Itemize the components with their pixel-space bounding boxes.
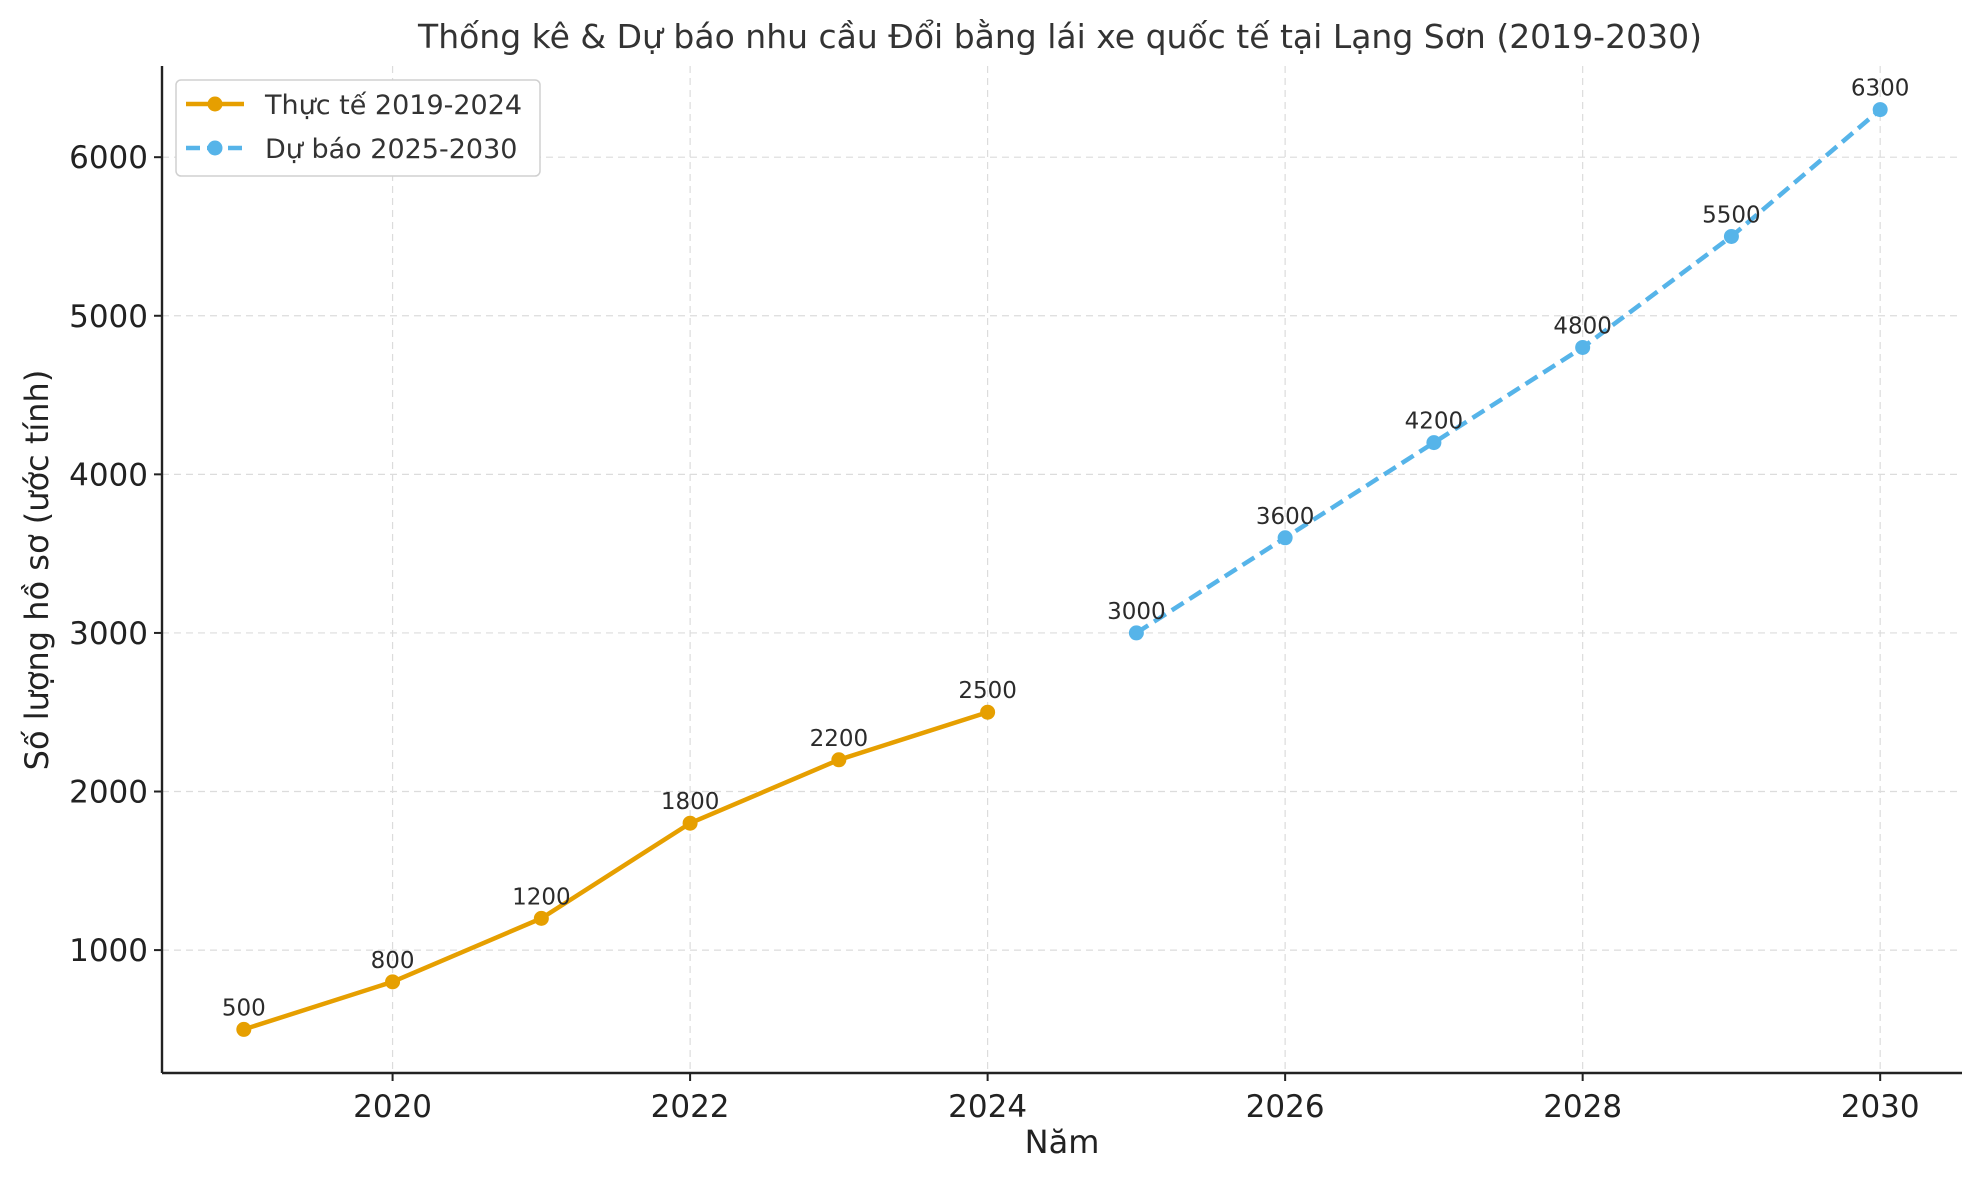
data-point <box>236 1021 252 1037</box>
x-tick-label: 2030 <box>1841 1089 1920 1125</box>
data-label: 1800 <box>661 789 720 815</box>
x-axis-label: Năm <box>1025 1123 1100 1161</box>
data-label: 4200 <box>1405 409 1464 435</box>
data-labels: 500 800 1200 1800 2200 2500 3000 3600 4200 4800 55… <box>222 76 1910 1022</box>
y-ticks: 1000 2000 3000 4000 5000 6000 <box>69 140 162 969</box>
series-line-0 <box>243 710 989 1032</box>
y-axis-label: Số lượng hồ sơ (ước tính) <box>18 370 56 771</box>
data-label: 2200 <box>810 726 869 752</box>
y-tick-label: 2000 <box>69 775 148 811</box>
grid <box>162 66 1962 1073</box>
y-tick-label: 1000 <box>69 933 148 969</box>
data-label: 4800 <box>1553 313 1612 339</box>
y-tick-label: 6000 <box>69 140 148 176</box>
x-tick-label: 2028 <box>1543 1089 1622 1125</box>
x-tick-label: 2024 <box>948 1089 1027 1125</box>
data-point <box>831 752 847 768</box>
legend-label-forecast: Dự báo 2025-2030 <box>265 134 517 165</box>
data-label: 1200 <box>512 884 571 910</box>
data-point <box>1575 339 1591 355</box>
chart-title: Thống kê & Dự báo nhu cầu Đổi bằng lái x… <box>417 17 1702 56</box>
y-tick-label: 5000 <box>69 299 148 335</box>
data-label: 6300 <box>1851 76 1910 102</box>
data-label: 3000 <box>1107 599 1166 625</box>
data-point <box>1872 102 1888 118</box>
data-point <box>1426 435 1442 451</box>
data-label: 5500 <box>1702 202 1761 228</box>
x-tick-label: 2026 <box>1246 1089 1325 1125</box>
data-point <box>1723 228 1739 244</box>
series-line-1 <box>1135 107 1882 635</box>
data-point <box>1277 530 1293 546</box>
data-point <box>682 815 698 831</box>
x-ticks: 2020 2022 2024 2026 2028 2030 <box>353 1073 1920 1125</box>
legend-label-actual: Thực tế 2019-2024 <box>264 90 522 121</box>
data-point <box>980 704 996 720</box>
x-tick-label: 2022 <box>651 1089 730 1125</box>
legend-marker-actual <box>207 96 223 112</box>
y-tick-label: 3000 <box>69 616 148 652</box>
legend: Thực tế 2019-2024 Dự báo 2025-2030 <box>175 79 541 177</box>
data-point <box>1128 625 1144 641</box>
data-label: 3600 <box>1256 504 1315 530</box>
data-point <box>385 974 401 990</box>
axes <box>160 66 1962 1075</box>
legend-marker-forecast <box>207 140 223 156</box>
data-point <box>533 910 549 926</box>
y-tick-label: 4000 <box>69 457 148 493</box>
data-label: 800 <box>371 948 415 974</box>
data-label: 500 <box>222 995 266 1021</box>
legend-box <box>175 79 541 177</box>
data-label: 2500 <box>958 678 1017 704</box>
x-tick-label: 2020 <box>353 1089 432 1125</box>
series <box>236 102 1888 1037</box>
